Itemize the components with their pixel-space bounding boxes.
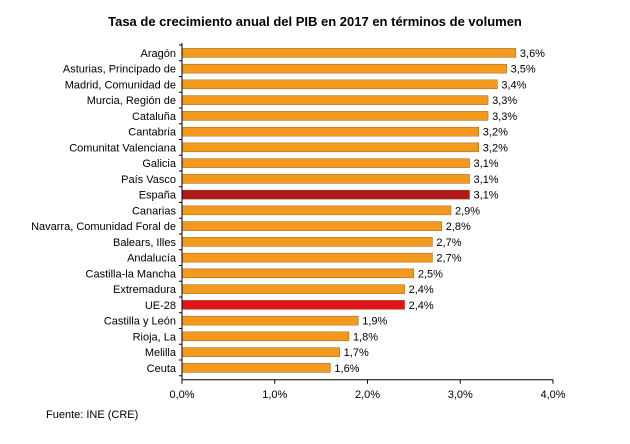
category-label: País Vasco xyxy=(121,174,176,186)
bar-18 xyxy=(182,332,349,341)
value-label: 3,1% xyxy=(474,174,499,186)
value-label: 3,1% xyxy=(474,158,499,170)
value-label: 2,7% xyxy=(436,237,461,249)
value-label: 2,4% xyxy=(409,300,434,312)
category-label: Melilla xyxy=(145,347,177,359)
category-label: Rioja, La xyxy=(133,331,177,343)
category-label: Galicia xyxy=(142,158,177,170)
category-label: Murcia, Región de xyxy=(87,95,176,107)
category-label: España xyxy=(139,190,177,202)
bar-20 xyxy=(182,363,330,372)
bar-1 xyxy=(182,64,507,73)
category-label: Balears, Illes xyxy=(113,237,176,249)
category-label: Cantabria xyxy=(128,127,177,139)
category-label: Andalucía xyxy=(127,253,177,265)
x-tick-label: 1,0% xyxy=(262,389,287,401)
value-label: 1,7% xyxy=(344,347,369,359)
bar-10 xyxy=(182,206,451,215)
category-label: Asturias, Principado de xyxy=(63,64,176,76)
value-label: 3,3% xyxy=(492,95,517,107)
bar-7 xyxy=(182,159,470,168)
bar-3 xyxy=(182,96,488,105)
category-label: Comunitat Valenciana xyxy=(69,142,177,154)
category-label: Extremadura xyxy=(113,284,177,296)
category-label: Aragón xyxy=(141,48,176,60)
value-label: 2,5% xyxy=(418,268,443,280)
bar-19 xyxy=(182,348,340,357)
value-label: 1,8% xyxy=(353,331,378,343)
bar-0 xyxy=(182,48,516,57)
value-label: 3,3% xyxy=(492,111,517,123)
value-label: 2,8% xyxy=(446,221,471,233)
category-label: Castilla y León xyxy=(104,316,176,328)
source-note: Fuente: INE (CRE) xyxy=(46,409,138,421)
value-label: 3,4% xyxy=(501,79,526,91)
x-tick-label: 2,0% xyxy=(355,389,380,401)
x-tick-label: 3,0% xyxy=(448,389,473,401)
bar-16 xyxy=(182,300,405,309)
bar-13 xyxy=(182,253,432,262)
bar-8 xyxy=(182,174,470,183)
bar-14 xyxy=(182,269,414,278)
value-label: 1,6% xyxy=(334,363,359,375)
bar-5 xyxy=(182,127,479,136)
bar-11 xyxy=(182,222,442,231)
value-label: 3,1% xyxy=(474,190,499,202)
bar-9 xyxy=(182,190,470,199)
category-label: Castilla-la Mancha xyxy=(86,268,177,280)
value-label: 2,4% xyxy=(409,284,434,296)
category-label: Canarias xyxy=(132,205,177,217)
category-label: Madrid, Comunidad de xyxy=(65,79,176,91)
x-tick-label: 0,0% xyxy=(169,389,194,401)
value-label: 1,9% xyxy=(362,316,387,328)
value-label: 3,2% xyxy=(483,142,508,154)
bar-4 xyxy=(182,111,488,120)
bar-15 xyxy=(182,285,405,294)
value-label: 3,6% xyxy=(520,48,545,60)
bar-2 xyxy=(182,80,497,89)
category-label: Cataluña xyxy=(132,111,177,123)
x-tick-label: 4,0% xyxy=(540,389,565,401)
value-label: 2,9% xyxy=(455,205,480,217)
bar-17 xyxy=(182,316,358,325)
category-label: UE-28 xyxy=(145,300,176,312)
category-label: Navarra, Comunidad Foral de xyxy=(31,221,176,233)
value-label: 3,5% xyxy=(511,64,536,76)
bar-12 xyxy=(182,237,432,246)
value-label: 3,2% xyxy=(483,127,508,139)
bar-6 xyxy=(182,143,479,152)
category-label: Ceuta xyxy=(147,363,177,375)
value-label: 2,7% xyxy=(436,253,461,265)
